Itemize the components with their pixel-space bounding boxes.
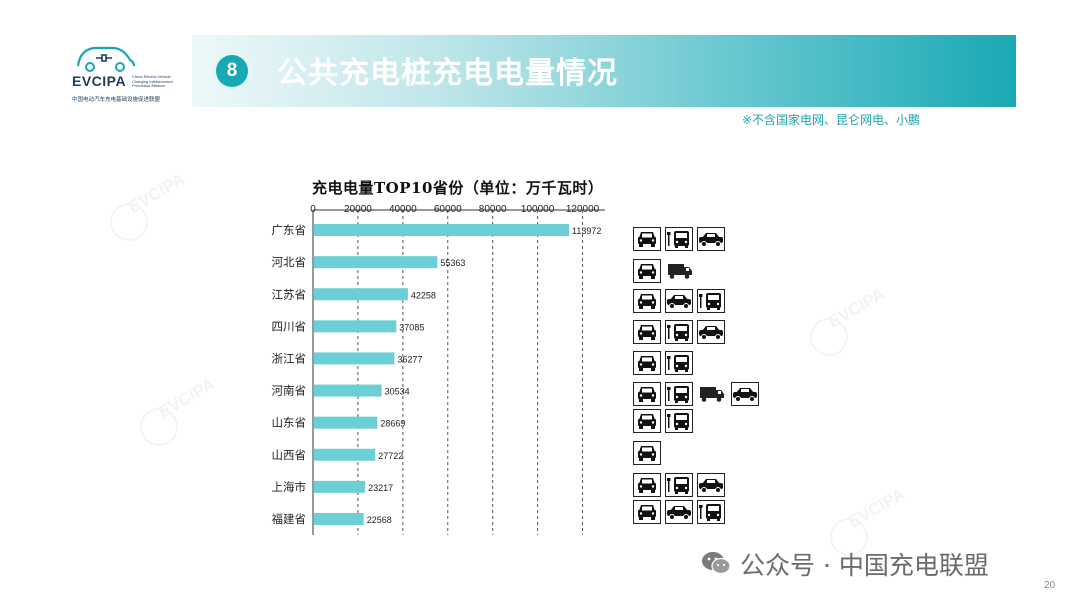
bus-icon [665, 320, 693, 344]
truck-icon [697, 382, 727, 406]
footer-source: 公众号 · 中国充电联盟 [740, 551, 989, 580]
category-label: 河北省 [272, 255, 307, 269]
bar [314, 384, 382, 397]
car-icon [633, 320, 661, 344]
bar [314, 256, 438, 269]
watermark-text: EVCIPA [825, 284, 889, 332]
logo-brand: EVCIPA [72, 73, 127, 89]
bar [314, 288, 408, 301]
car-icon [633, 409, 661, 433]
category-label: 山东省 [272, 416, 307, 430]
car-icon [633, 289, 661, 313]
category-label: 江苏省 [272, 287, 307, 301]
value-label: 42258 [411, 290, 436, 300]
footnote-exclusions: ※不含国家电网、昆仑网电、小鹏 [742, 113, 921, 127]
bus-icon [665, 382, 693, 406]
bus-icon [665, 227, 693, 251]
taxi-icon [697, 227, 725, 251]
value-label: 36277 [397, 354, 422, 364]
bar-chart: 020000400006000080000100000120000广东省1139… [262, 172, 622, 542]
vehicle-icon-row [633, 440, 661, 466]
value-label: 23217 [368, 483, 393, 493]
category-label: 山西省 [272, 448, 307, 462]
taxi-icon [697, 473, 725, 497]
category-label: 上海市 [272, 480, 307, 494]
bus-icon [665, 473, 693, 497]
category-label: 广东省 [272, 223, 307, 237]
taxi-icon [697, 320, 725, 344]
evcipa-logo: EVCIPA China Electric Vehicle Charging I… [70, 40, 180, 110]
wechat-icon [702, 552, 731, 575]
vehicle-icon-row [633, 499, 725, 525]
bar [314, 224, 569, 237]
vehicle-icon-row [633, 226, 725, 252]
car-icon [633, 382, 661, 406]
truck-icon [665, 259, 695, 283]
bus-icon [697, 289, 725, 313]
bus-icon [665, 351, 693, 375]
watermark-circle-icon [810, 318, 848, 356]
taxi-icon [665, 500, 693, 524]
value-label: 27722 [378, 451, 403, 461]
page-title: 公共充电桩充电电量情况 [277, 56, 618, 91]
category-label: 四川省 [272, 319, 307, 333]
bar [314, 352, 395, 365]
bar [314, 512, 364, 525]
car-icon [633, 259, 661, 283]
bus-icon [697, 500, 725, 524]
watermark-logo: EVCIPA [810, 284, 970, 360]
chart-title: 充电电量TOP10省份（单位：万千瓦时） [312, 179, 604, 197]
car-icon [633, 227, 661, 251]
category-label: 福建省 [272, 512, 307, 526]
vehicle-icon-row [633, 381, 759, 407]
value-label: 37085 [399, 322, 424, 332]
vehicle-icon-row [633, 258, 695, 284]
vehicle-icon-row [633, 319, 725, 345]
category-label: 浙江省 [272, 351, 307, 365]
value-label: 30534 [385, 387, 410, 397]
car-icon [633, 441, 661, 465]
vehicle-icon-row [633, 288, 725, 314]
page-number: 20 [1044, 580, 1056, 591]
vehicle-icon-row [633, 350, 693, 376]
taxi-icon [665, 289, 693, 313]
watermark-text: EVCIPA [155, 374, 219, 422]
car-icon [633, 500, 661, 524]
watermark-text: EVCIPA [125, 169, 189, 217]
watermark-text: EVCIPA [845, 484, 909, 532]
car-icon [633, 351, 661, 375]
value-label: 113972 [572, 226, 601, 236]
vehicle-icon-row [633, 408, 693, 434]
bus-icon [665, 409, 693, 433]
value-label: 22568 [367, 515, 392, 525]
value-label: 28669 [380, 419, 405, 429]
watermark-circle-icon [110, 203, 148, 241]
ev-plug-car-icon [76, 46, 136, 72]
bar [314, 416, 378, 429]
value-label: 55363 [440, 258, 465, 268]
title-banner [192, 35, 1016, 107]
bar-chart-svg: 020000400006000080000100000120000广东省1139… [272, 204, 605, 535]
section-number-badge: 8 [216, 55, 248, 87]
bar [314, 448, 376, 461]
watermark-circle-icon [140, 408, 178, 446]
car-icon [633, 473, 661, 497]
vehicle-type-icons [633, 226, 773, 526]
bar [314, 480, 366, 493]
vehicle-icon-row [633, 472, 725, 498]
logo-english-name: China Electric Vehicle Charging Infrastr… [132, 74, 173, 88]
watermark-logo: EVCIPA [110, 169, 270, 245]
bar [314, 320, 397, 333]
logo-chinese-name: 中国电动汽车充电基础设施促进联盟 [72, 97, 161, 103]
category-label: 河南省 [272, 384, 307, 398]
taxi-icon [731, 382, 759, 406]
